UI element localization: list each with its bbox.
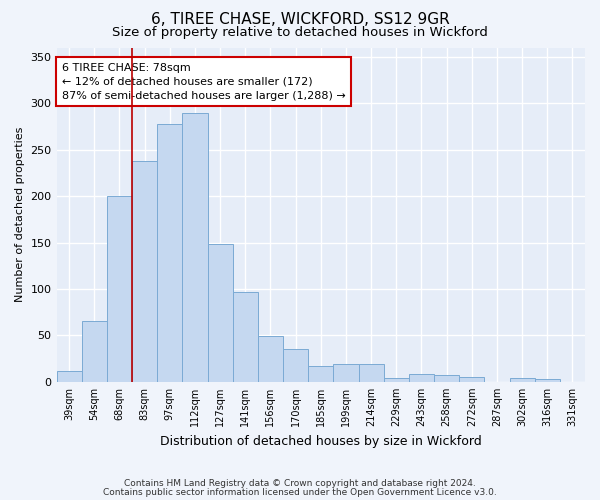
Text: Contains public sector information licensed under the Open Government Licence v3: Contains public sector information licen…	[103, 488, 497, 497]
Y-axis label: Number of detached properties: Number of detached properties	[15, 127, 25, 302]
Bar	[258, 336, 283, 382]
Bar	[434, 376, 459, 382]
Bar	[409, 374, 434, 382]
Text: Size of property relative to detached houses in Wickford: Size of property relative to detached ho…	[112, 26, 488, 39]
Bar	[334, 364, 359, 382]
X-axis label: Distribution of detached houses by size in Wickford: Distribution of detached houses by size …	[160, 434, 482, 448]
Bar	[308, 366, 334, 382]
Bar	[233, 292, 258, 382]
Bar	[359, 364, 383, 382]
Bar	[132, 161, 157, 382]
Bar	[283, 350, 308, 382]
Bar	[509, 378, 535, 382]
Bar	[459, 377, 484, 382]
Bar	[383, 378, 409, 382]
Text: 6 TIREE CHASE: 78sqm
← 12% of detached houses are smaller (172)
87% of semi-deta: 6 TIREE CHASE: 78sqm ← 12% of detached h…	[62, 62, 346, 100]
Bar	[208, 244, 233, 382]
Bar	[182, 112, 208, 382]
Text: Contains HM Land Registry data © Crown copyright and database right 2024.: Contains HM Land Registry data © Crown c…	[124, 478, 476, 488]
Bar	[535, 379, 560, 382]
Bar	[82, 322, 107, 382]
Bar	[107, 196, 132, 382]
Text: 6, TIREE CHASE, WICKFORD, SS12 9GR: 6, TIREE CHASE, WICKFORD, SS12 9GR	[151, 12, 449, 28]
Bar	[56, 370, 82, 382]
Bar	[157, 124, 182, 382]
